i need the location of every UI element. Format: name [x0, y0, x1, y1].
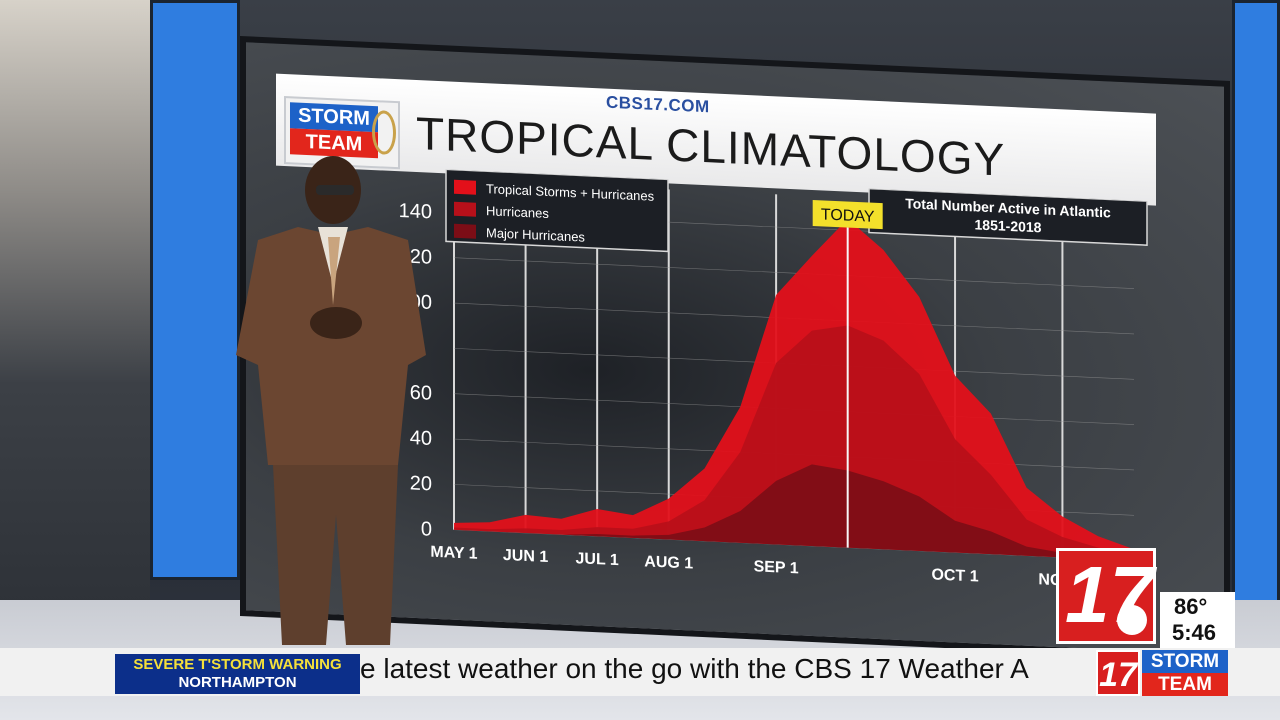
- y-tick-label: 140: [399, 200, 432, 224]
- series-area-1: [454, 325, 1134, 561]
- alert-location: NORTHAMPTON: [178, 674, 297, 691]
- x-tick-label: SEP 1: [754, 558, 799, 577]
- weather-display-screen: CBS17.COM STORM TEAM TROPICAL CLIMATOLOG…: [240, 36, 1230, 661]
- temperature: 86°: [1174, 594, 1208, 619]
- today-marker: TODAY: [812, 200, 883, 548]
- alert-title: SEVERE T'STORM WARNING: [133, 656, 342, 673]
- chart-areas: [454, 218, 1134, 561]
- presenter-tie: [328, 237, 340, 305]
- legend-label: Major Hurricanes: [486, 225, 585, 245]
- y-tick-label: 20: [410, 472, 432, 495]
- x-tick-label: JUL 1: [576, 550, 619, 569]
- legend-swatch: [454, 201, 476, 217]
- logo-storm-text: STORM: [290, 102, 378, 133]
- legend-swatch: [454, 223, 476, 239]
- y-tick-label: 60: [410, 382, 432, 405]
- presenter-jacket: [236, 227, 426, 465]
- footer-logo-number: 17: [1096, 650, 1140, 696]
- presenter-hands: [310, 307, 362, 339]
- logo-team-text: TEAM: [290, 128, 378, 159]
- site-url: CBS17.COM: [606, 92, 710, 117]
- presenter: [236, 156, 426, 645]
- x-tick-label: JUN 1: [503, 547, 548, 566]
- studio-blue-wall-left: [150, 0, 240, 580]
- weather-readout: 86° 5:46: [1160, 592, 1235, 648]
- y-tick-label: 0: [421, 518, 432, 540]
- chart-subtitle-line2: 1851-2018: [975, 216, 1042, 235]
- presenter-trousers: [273, 465, 398, 645]
- chart-subtitle-box: Total Number Active in Atlantic 1851-201…: [868, 187, 1148, 246]
- chart-legend: Tropical Storms + HurricanesHurricanesMa…: [445, 168, 669, 253]
- alert-label: SEVERE T'STORM WARNING NORTHAMPTON: [115, 654, 360, 694]
- footer-logo-storm: STORM: [1142, 650, 1228, 673]
- ticker-crawl-text: e latest weather on the go with the CBS …: [360, 653, 1029, 684]
- series-area-2: [454, 464, 1134, 561]
- footer-storm-team-logo: 17 STORM TEAM: [1096, 650, 1228, 696]
- ticker-crawl: e latest weather on the go with the CBS …: [360, 651, 1095, 691]
- glasses-icon: [316, 185, 354, 195]
- y-tick-label: 40: [410, 427, 432, 450]
- footer-logo-team: TEAM: [1142, 673, 1228, 696]
- legend-swatch: [454, 179, 476, 195]
- cbs17-station-badge: 17: [1056, 548, 1156, 644]
- cbs-eye-icon: [1117, 605, 1147, 635]
- x-tick-label: AUG 1: [644, 553, 693, 572]
- grid-line: [454, 257, 1134, 289]
- legend-label: Hurricanes: [486, 203, 549, 221]
- today-label: TODAY: [821, 206, 875, 225]
- studio-blue-wall-right: [1232, 0, 1280, 640]
- logo-ring-icon: [372, 109, 396, 156]
- x-tick-label: OCT 1: [932, 566, 979, 585]
- clock-time: 5:46: [1172, 620, 1217, 645]
- x-tick-label: MAY 1: [430, 544, 477, 563]
- studio-left-wall: [0, 0, 150, 640]
